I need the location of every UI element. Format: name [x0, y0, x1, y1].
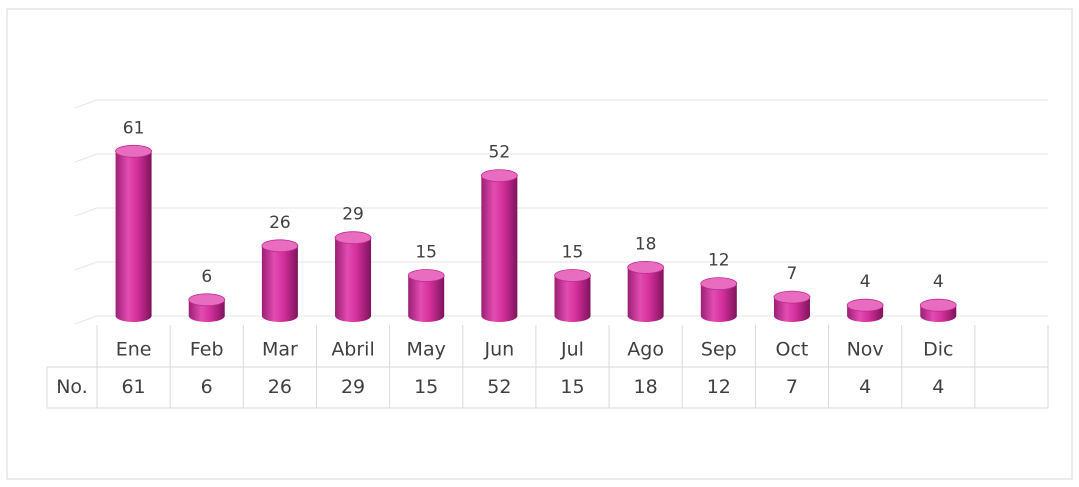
data-label: 26 [269, 213, 291, 233]
x-tick-label: Nov [847, 339, 884, 361]
bar-body [481, 175, 518, 322]
bar-top [115, 144, 152, 158]
x-tick-label: Oct [776, 339, 809, 361]
bar [919, 298, 957, 322]
table-value: 29 [341, 376, 365, 398]
table-value: 6 [201, 376, 213, 398]
bar [773, 290, 811, 322]
table-value: 4 [932, 376, 944, 398]
x-tick-label: May [407, 339, 446, 361]
table-value: 52 [487, 376, 511, 398]
x-tick-label: Jun [484, 339, 515, 361]
table-value: 15 [414, 376, 438, 398]
data-label: 29 [342, 205, 364, 225]
data-label: 52 [489, 143, 511, 163]
table-value: 26 [268, 376, 292, 398]
chart-border [6, 8, 1073, 480]
x-tick-label: Jul [560, 339, 584, 361]
data-label: 4 [933, 272, 944, 292]
grid-line [74, 261, 1048, 271]
bar-top [261, 239, 299, 253]
x-tick-label: Dic [923, 339, 953, 361]
bar [627, 260, 665, 322]
bar-body [773, 297, 810, 322]
grid-line [74, 207, 1048, 217]
table-value: 7 [786, 376, 798, 398]
bar-top [334, 231, 372, 245]
table-value: 12 [707, 376, 731, 398]
bar [261, 239, 299, 322]
bar-body [554, 275, 591, 322]
bar-body [408, 275, 445, 322]
data-label: 15 [415, 243, 437, 263]
bar [480, 169, 518, 322]
x-tick-label: Feb [190, 339, 224, 361]
data-label: 61 [123, 118, 145, 138]
bar-top [480, 169, 518, 183]
grid-line [74, 153, 1048, 163]
x-tick-label: Ago [627, 339, 664, 361]
bar-top [846, 298, 884, 312]
data-label: 12 [708, 251, 730, 271]
bar-top [919, 298, 957, 312]
bar-top [627, 260, 665, 274]
table-value: 18 [634, 376, 658, 398]
bar [115, 144, 152, 322]
bar [407, 269, 445, 322]
table-value: 4 [859, 376, 871, 398]
bar-top [188, 293, 226, 307]
bar-top [554, 269, 591, 282]
x-tick-label: Sep [701, 339, 737, 361]
bar [334, 231, 372, 322]
bar [700, 277, 738, 322]
bar-top [773, 290, 811, 304]
x-tick-label: Ene [116, 339, 152, 361]
data-label: 7 [787, 264, 798, 284]
bar [846, 298, 884, 322]
x-tick-label: Mar [262, 339, 298, 361]
bar-top [407, 269, 445, 282]
x-tick-label: Abril [331, 339, 374, 361]
bar-body [335, 237, 372, 322]
bar-top [700, 277, 738, 291]
table-value: 15 [560, 376, 584, 398]
bar-body [115, 151, 152, 322]
table-series-name: No. [56, 376, 88, 398]
table-value: 61 [121, 376, 145, 398]
grid-line [74, 99, 1048, 109]
bar-body [700, 283, 737, 322]
data-label: 18 [635, 234, 657, 254]
bar [188, 293, 226, 322]
bar-body [261, 245, 298, 322]
bar-body [627, 267, 664, 322]
data-label: 6 [201, 267, 212, 287]
bar [554, 269, 591, 322]
data-label: 15 [562, 243, 584, 263]
data-label: 4 [860, 272, 871, 292]
